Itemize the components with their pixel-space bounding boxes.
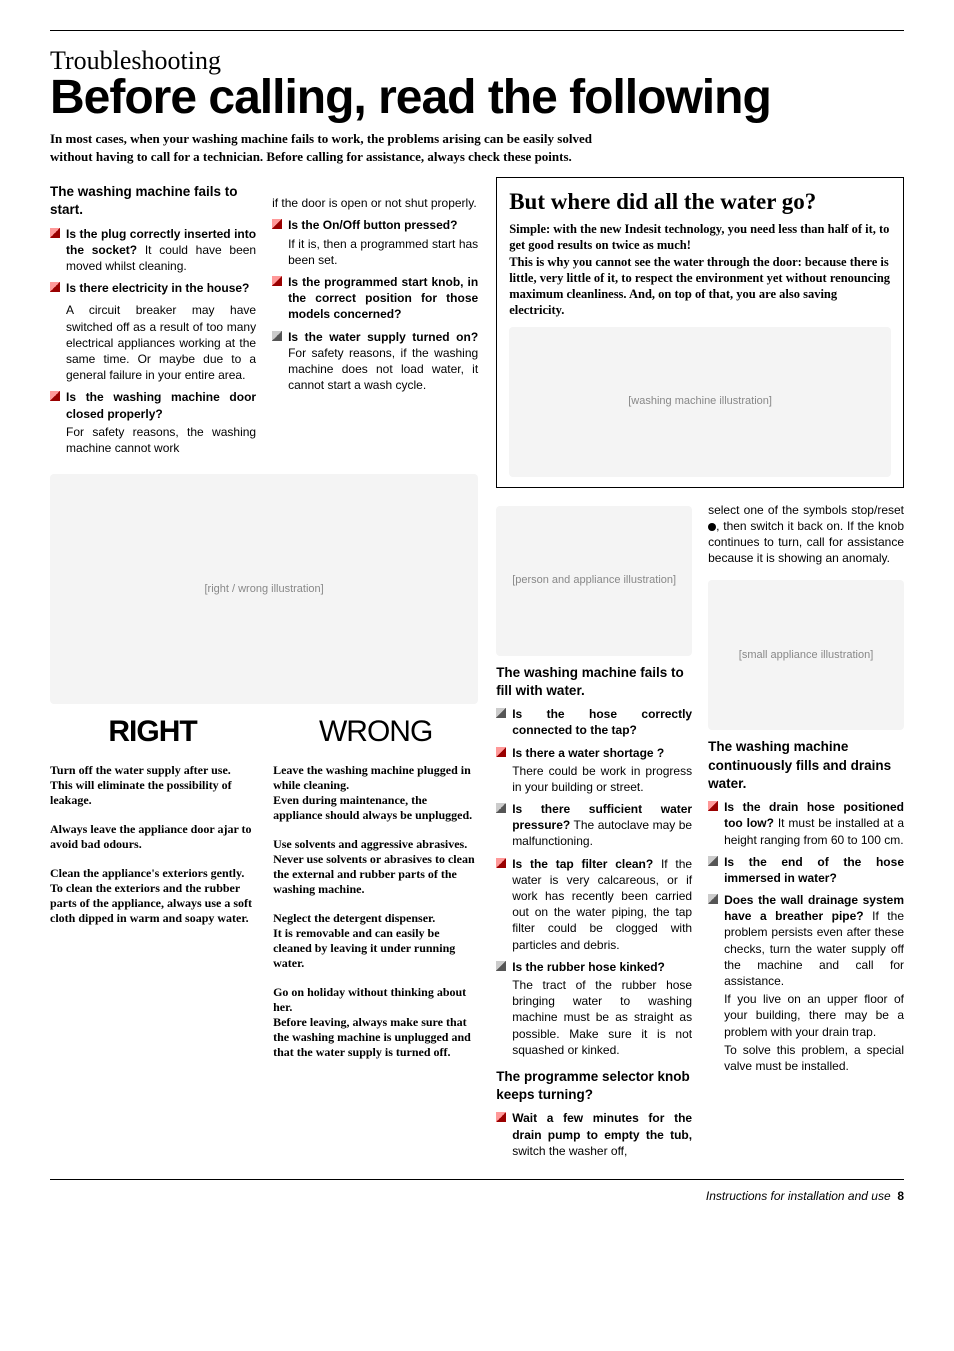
right-wrong-row: RIGHT Turn off the water supply after us… — [50, 712, 478, 1074]
bullet-wait-pump-text: Wait a few minutes for the drain pump to… — [512, 1110, 692, 1159]
footer-page: 8 — [897, 1189, 904, 1203]
col-b: if the door is open or not shut properly… — [272, 177, 478, 456]
bullet-icon — [708, 894, 718, 904]
bullet-pressure-text: Is there sufficient water pressure? The … — [512, 801, 692, 850]
bullet-icon — [496, 803, 506, 813]
subhead-fill-water: The washing machine fails to fill with w… — [496, 664, 692, 700]
water-callout-box: But where did all the water go? Simple: … — [496, 177, 904, 488]
right-para-0: Turn off the water supply after use.This… — [50, 763, 255, 808]
subhead-selector-knob: The programme selector knob keeps turnin… — [496, 1068, 692, 1104]
bullet-plug: Is the plug correctly inserted into the … — [50, 226, 256, 275]
bullet-drain-low: Is the drain hose positioned too low? It… — [708, 799, 904, 848]
bullet-wait-pump: Wait a few minutes for the drain pump to… — [496, 1110, 692, 1159]
bullet-hose-immersed-text: Is the end of the hose immersed in water… — [724, 854, 904, 886]
right-para-2: Clean the appliance's exteriors gently.T… — [50, 866, 255, 926]
bullet-knob: Is the programmed start knob, in the cor… — [272, 274, 478, 323]
wrong-para-3: Go on holiday without thinking about her… — [273, 985, 478, 1060]
bullet-icon — [496, 747, 506, 757]
bullet-icon — [50, 282, 60, 292]
col-left-block: The washing machine fails to start. Is t… — [50, 177, 478, 1159]
bullet-icon — [272, 331, 282, 341]
bullet-knob-text: Is the programmed start knob, in the cor… — [288, 274, 478, 323]
col-c: [person and appliance illustration] The … — [496, 498, 692, 1159]
bullet-kinked-text: Is the rubber hose kinked?The tract of t… — [512, 959, 692, 1058]
wrong-label: WRONG — [273, 712, 478, 753]
bullet-hose-tap-text: Is the hose correctly connected to the t… — [512, 707, 692, 737]
right-wrong-illustration: [right / wrong illustration] — [50, 474, 478, 704]
bullet-plug-text: Is the plug correctly inserted into the … — [66, 226, 256, 275]
water-box-title: But where did all the water go? — [509, 186, 891, 217]
bullet-breather-text: Does the wall drainage system have a bre… — [724, 892, 904, 1074]
bullet-tap-filter: Is the tap filter clean? If the water is… — [496, 856, 692, 953]
wrong-column: WRONG Leave the washing machine plugged … — [273, 712, 478, 1074]
bullet-icon — [272, 219, 282, 229]
page-footer: Instructions for installation and use 8 — [50, 1188, 904, 1204]
col-a: The washing machine fails to start. Is t… — [50, 177, 256, 456]
page-title: Before calling, read the following — [50, 74, 904, 122]
bullet-tap-filter-text: Is the tap filter clean? If the water is… — [512, 856, 692, 953]
bullet-icon — [496, 708, 506, 718]
bullet-icon — [708, 801, 718, 811]
intro-text: In most cases, when your washing machine… — [50, 130, 610, 165]
bullet-electricity-text: Is there electricity in the house?A circ… — [66, 280, 256, 383]
stop-reset-icon — [708, 523, 716, 531]
stop-reset-continuation: select one of the symbols stop/reset , t… — [708, 502, 904, 567]
bullet-icon — [272, 276, 282, 286]
right-para-1: Always leave the appliance door ajar to … — [50, 822, 255, 852]
bullet-icon — [496, 858, 506, 868]
col-right-block: But where did all the water go? Simple: … — [496, 177, 904, 1159]
bullet-icon — [50, 391, 60, 401]
door-continuation: if the door is open or not shut properly… — [272, 195, 478, 211]
bullet-hose-immersed: Is the end of the hose immersed in water… — [708, 854, 904, 886]
water-illustration: [washing machine illustration] — [509, 327, 891, 477]
bullet-kinked: Is the rubber hose kinked?The tract of t… — [496, 959, 692, 1058]
bullet-drain-low-text: Is the drain hose positioned too low? It… — [724, 799, 904, 848]
bullet-hose-tap: Is the hose correctly connected to the t… — [496, 706, 692, 738]
small-illustration: [small appliance illustration] — [708, 580, 904, 730]
water-box-body: Simple: with the new Indesit technology,… — [509, 221, 891, 319]
footer-text: Instructions for installation and use — [706, 1189, 891, 1203]
bullet-pressure: Is there sufficient water pressure? The … — [496, 801, 692, 850]
bullet-breather: Does the wall drainage system have a bre… — [708, 892, 904, 1074]
wrong-para-1: Use solvents and aggressive abrasives.Ne… — [273, 837, 478, 897]
wrong-para-0: Leave the washing machine plugged in whi… — [273, 763, 478, 823]
bullet-watersupply-text: Is the water supply turned on? For safet… — [288, 329, 478, 394]
bullet-onoff-text: Is the On/Off button pressed?If it is, t… — [288, 217, 478, 268]
bullet-watersupply: Is the water supply turned on? For safet… — [272, 329, 478, 394]
bullet-icon — [708, 856, 718, 866]
bullet-icon — [50, 228, 60, 238]
subhead-fills-drains: The washing machine continuously fills a… — [708, 738, 904, 793]
col-d: select one of the symbols stop/reset , t… — [708, 498, 904, 1159]
bullet-shortage: Is there a water shortage ?There could b… — [496, 745, 692, 796]
bottom-rule — [50, 1179, 904, 1180]
wrong-para-2: Neglect the detergent dispenser.It is re… — [273, 911, 478, 971]
subhead-fails-start: The washing machine fails to start. — [50, 183, 256, 219]
main-columns: The washing machine fails to start. Is t… — [50, 177, 904, 1159]
bullet-onoff: Is the On/Off button pressed?If it is, t… — [272, 217, 478, 268]
right-label: RIGHT — [50, 712, 255, 753]
bullet-shortage-text: Is there a water shortage ?There could b… — [512, 745, 692, 796]
right-column: RIGHT Turn off the water supply after us… — [50, 712, 255, 1074]
bullet-door: Is the washing machine door closed prope… — [50, 389, 256, 456]
bullet-electricity: Is there electricity in the house?A circ… — [50, 280, 256, 383]
box-illustration: [person and appliance illustration] — [496, 506, 692, 656]
right-subcolumns: [person and appliance illustration] The … — [496, 498, 904, 1159]
bullet-icon — [496, 961, 506, 971]
top-rule — [50, 30, 904, 31]
bullet-door-text: Is the washing machine door closed prope… — [66, 389, 256, 456]
bullet-icon — [496, 1112, 506, 1122]
